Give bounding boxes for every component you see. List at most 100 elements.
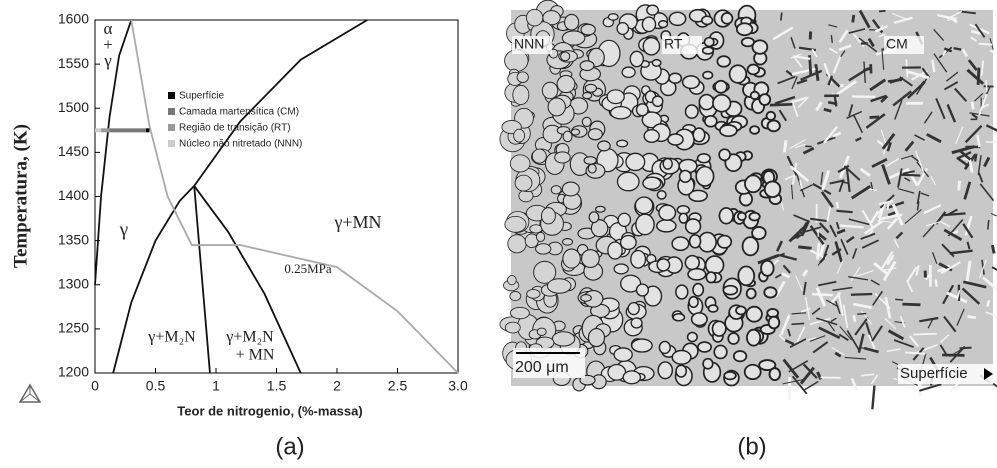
- y-tick-label: 1500: [58, 99, 89, 115]
- needle: [802, 146, 815, 155]
- grain: [590, 219, 609, 238]
- needle: [832, 54, 842, 74]
- needle: [923, 204, 942, 215]
- needle: [962, 223, 974, 239]
- phase-boundary: [130, 19, 459, 374]
- grain: [616, 171, 640, 192]
- needle: [946, 10, 963, 20]
- grain: [707, 304, 719, 313]
- needle: [821, 169, 831, 191]
- grain: [728, 64, 748, 84]
- needle: [799, 366, 815, 385]
- needle: [815, 101, 823, 112]
- needle: [878, 33, 886, 38]
- needle: [791, 100, 799, 118]
- needle: [780, 254, 797, 261]
- needle: [944, 81, 959, 91]
- grain: [535, 243, 552, 255]
- grain: [696, 152, 711, 164]
- grain: [507, 234, 527, 254]
- needle: [850, 266, 861, 282]
- needle: [780, 271, 791, 279]
- grain: [657, 361, 674, 380]
- needle: [811, 307, 821, 315]
- needle: [831, 346, 845, 356]
- needle: [914, 134, 925, 141]
- needle: [933, 28, 945, 41]
- region-label: NNN: [514, 36, 544, 52]
- needle: [990, 244, 996, 254]
- needle: [956, 289, 961, 300]
- grain: [514, 174, 533, 192]
- needle: [989, 49, 997, 56]
- grain: [678, 169, 692, 184]
- grain: [745, 305, 763, 323]
- needle: [800, 307, 811, 313]
- grain: [533, 260, 557, 284]
- needle: [787, 377, 792, 401]
- grain: [692, 282, 705, 297]
- grain: [767, 315, 781, 330]
- grain: [672, 313, 686, 322]
- needle: [927, 319, 934, 329]
- grain: [688, 189, 708, 203]
- needle: [902, 170, 915, 175]
- needle: [804, 297, 811, 320]
- needle: [977, 155, 982, 175]
- needle: [964, 124, 983, 143]
- needle: [976, 67, 981, 86]
- needle: [819, 222, 830, 234]
- needle: [870, 94, 887, 103]
- needle: [971, 113, 978, 119]
- grain: [562, 248, 581, 269]
- grain: [580, 294, 592, 302]
- needle: [967, 59, 978, 72]
- grain: [703, 36, 715, 48]
- grain: [525, 8, 544, 27]
- grain: [656, 219, 677, 233]
- grain: [678, 212, 689, 224]
- grain: [635, 103, 649, 117]
- needle: [810, 217, 827, 222]
- grain: [651, 95, 664, 108]
- arrow: [984, 368, 993, 380]
- needle: [790, 36, 796, 49]
- needle: [957, 180, 962, 191]
- needle: [860, 232, 876, 240]
- needle: [845, 235, 855, 244]
- needle: [774, 280, 786, 298]
- needle: [846, 110, 863, 119]
- needle: [815, 287, 827, 307]
- needle: [978, 93, 988, 116]
- needle: [834, 241, 843, 263]
- needle: [829, 47, 838, 54]
- needle: [858, 37, 878, 53]
- needle: [863, 61, 866, 84]
- grain: [745, 328, 762, 347]
- needle: [893, 239, 900, 249]
- legend-label: Superfície: [179, 91, 224, 102]
- needle: [838, 295, 844, 316]
- needle: [811, 292, 833, 297]
- needle: [871, 385, 876, 410]
- grain: [512, 84, 530, 105]
- grain: [616, 139, 629, 148]
- caption: (b): [737, 433, 766, 460]
- grain: [748, 211, 761, 222]
- needle: [916, 190, 921, 205]
- needle: [797, 96, 809, 109]
- needle: [985, 311, 997, 318]
- needle: [991, 266, 997, 271]
- needle: [884, 296, 892, 319]
- needle: [891, 203, 904, 226]
- needle: [941, 49, 947, 57]
- needle: [886, 254, 895, 266]
- x-tick-label: 1: [212, 378, 220, 394]
- needle: [907, 70, 930, 80]
- needle: [933, 53, 948, 73]
- needle: [858, 9, 871, 29]
- needle: [798, 245, 812, 250]
- grain: [656, 258, 671, 272]
- grain: [768, 367, 782, 382]
- needle: [961, 48, 969, 57]
